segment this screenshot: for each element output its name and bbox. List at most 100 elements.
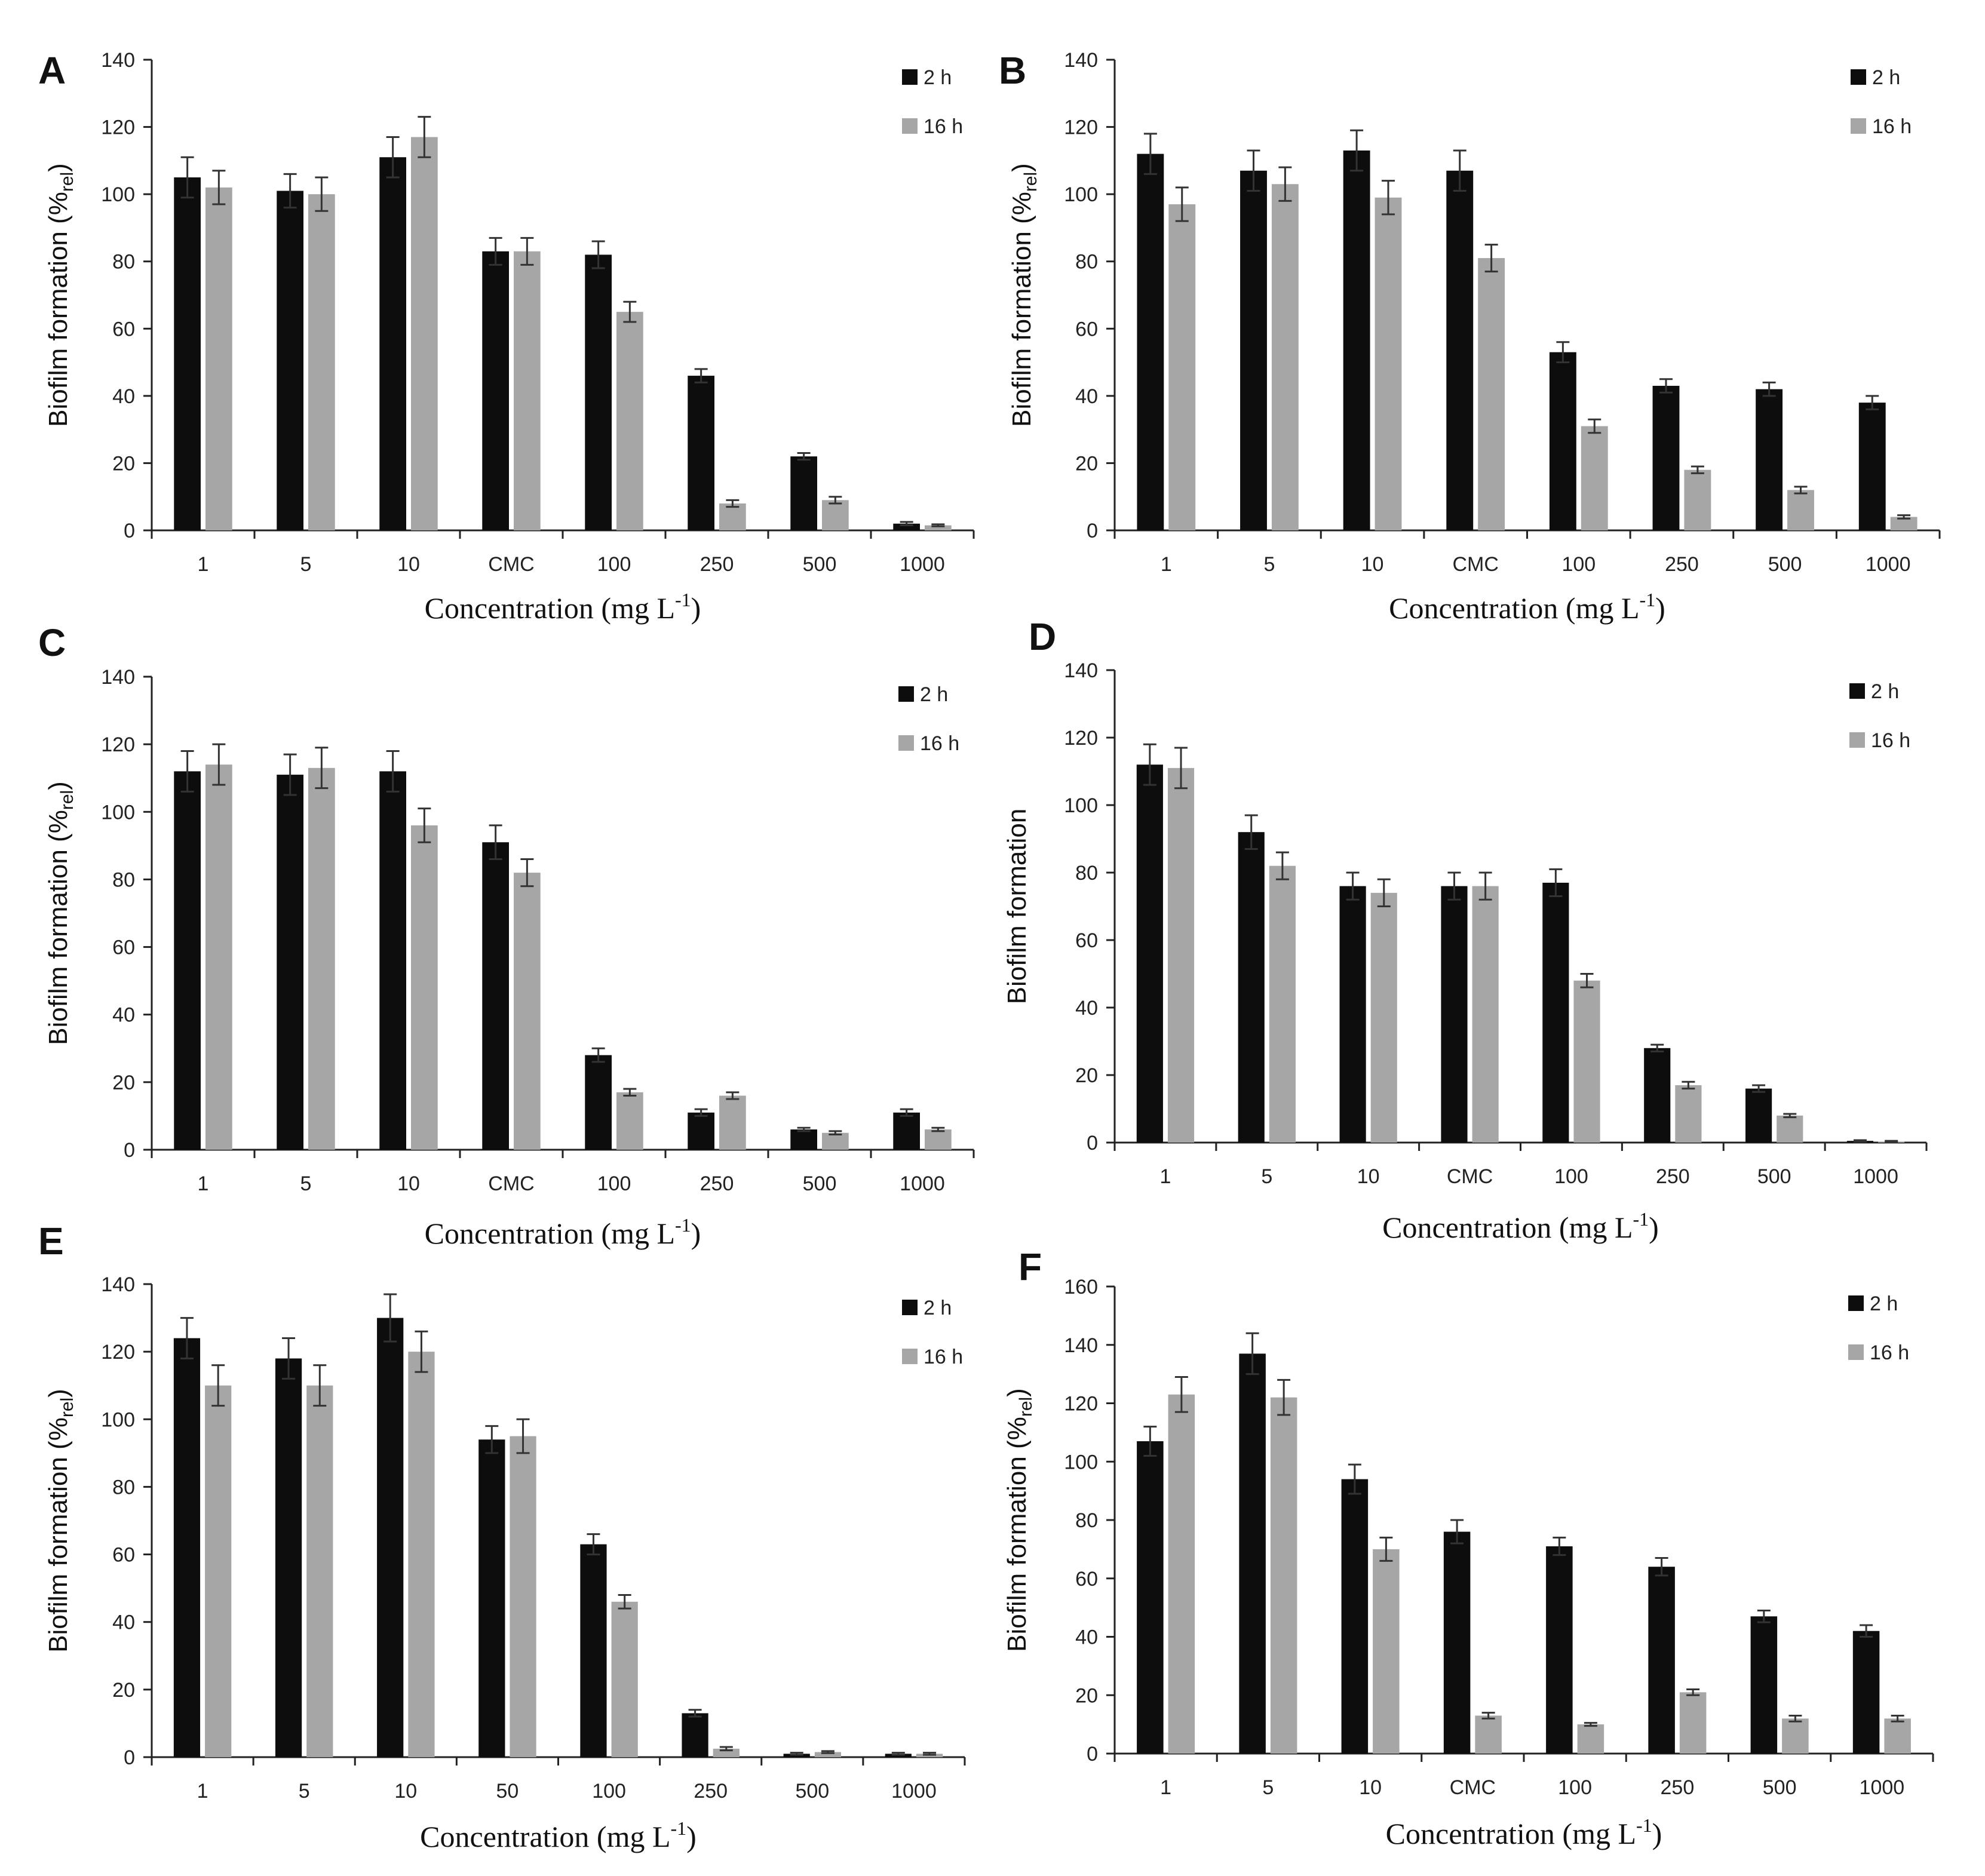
bar-16h xyxy=(1167,767,1195,1143)
bar-2h xyxy=(1858,403,1886,530)
bar-16h xyxy=(1370,892,1397,1143)
y-tick-label: 60 xyxy=(1075,929,1098,952)
y-tick-label: 120 xyxy=(1064,1393,1098,1416)
bar-2h xyxy=(1446,170,1474,530)
y-tick-label: 0 xyxy=(124,520,135,542)
bar-2h xyxy=(893,1112,920,1150)
y-tick-label: 60 xyxy=(112,937,135,959)
y-tick-label: 60 xyxy=(1075,318,1098,340)
bar-16h xyxy=(616,1092,643,1150)
bar-2h xyxy=(1750,1616,1778,1754)
bar-2h xyxy=(1549,352,1576,530)
bar-16h xyxy=(814,1752,842,1757)
bar-16h xyxy=(308,194,335,531)
x-tick-label: 1000 xyxy=(900,553,945,576)
bar-16h xyxy=(1375,197,1402,530)
bar-2h xyxy=(585,254,612,530)
y-tick-label: 0 xyxy=(1087,520,1098,542)
legend-swatch-16h xyxy=(1849,732,1865,748)
legend-label: 16 h xyxy=(1871,729,1910,752)
bar-2h xyxy=(1339,886,1366,1143)
bar-16h xyxy=(719,503,746,530)
legend-swatch-2h xyxy=(1849,683,1865,699)
bar-2h xyxy=(1441,886,1468,1143)
x-tick-label: 5 xyxy=(1262,1776,1274,1799)
bar-2h xyxy=(580,1544,607,1757)
bar-16h xyxy=(1684,469,1711,530)
y-tick-label: 20 xyxy=(112,1679,135,1702)
y-tick-label: 60 xyxy=(112,318,135,340)
x-axis-title: Concentration (mg L-1) xyxy=(425,589,701,625)
bar-16h xyxy=(411,825,438,1150)
x-tick-label: 5 xyxy=(299,1780,310,1803)
y-tick-label: 120 xyxy=(101,1341,135,1364)
y-tick-label: 100 xyxy=(101,1408,135,1431)
x-tick-label: 1 xyxy=(1161,553,1172,576)
legend-label: 2 h xyxy=(920,683,948,706)
bar-2h xyxy=(1644,1048,1671,1143)
x-axis-title: Concentration (mg L-1) xyxy=(425,1214,701,1250)
x-tick-label: CMC xyxy=(1450,1776,1496,1799)
legend-label: 2 h xyxy=(1872,66,1900,89)
bar-2h xyxy=(1137,1441,1164,1754)
y-tick-label: 100 xyxy=(1064,794,1098,817)
bar-16h xyxy=(1777,1115,1803,1143)
x-tick-label: CMC xyxy=(1452,553,1498,576)
bar-16h xyxy=(925,1129,952,1150)
x-tick-label: 100 xyxy=(597,1172,631,1195)
bar-2h xyxy=(682,1713,708,1757)
bar-16h xyxy=(205,1385,232,1757)
bar-2h xyxy=(1343,150,1370,530)
y-tick-label: 40 xyxy=(1075,385,1098,408)
x-tick-label: 1000 xyxy=(891,1780,937,1803)
bar-2h xyxy=(1136,764,1163,1143)
x-axis-title: Concentration (mg L-1) xyxy=(420,1817,697,1853)
bar-16h xyxy=(713,1748,740,1757)
x-tick-label: 10 xyxy=(397,1172,420,1195)
x-tick-label: 50 xyxy=(496,1780,519,1803)
bar-2h xyxy=(1756,389,1783,530)
bar-2h xyxy=(1852,1631,1880,1754)
bar-2h xyxy=(478,1439,505,1757)
bar-16h xyxy=(1472,886,1499,1143)
x-tick-label: 1 xyxy=(197,1780,208,1803)
x-tick-label: 1000 xyxy=(1853,1165,1898,1188)
bar-16h xyxy=(205,187,232,530)
panel-D: D 0 20 40 60 80 100 120 140 1 5 10 CMC 100 250 500 1000 2… xyxy=(1002,615,1928,1244)
panel-letter: C xyxy=(38,621,66,664)
panel-letter: B xyxy=(999,49,1026,92)
y-tick-label: 120 xyxy=(1064,727,1098,750)
x-tick-label: 500 xyxy=(803,1172,837,1195)
bar-2h xyxy=(1546,1546,1573,1754)
legend-label: 2 h xyxy=(924,1297,952,1319)
y-tick-label: 0 xyxy=(124,1746,135,1769)
y-tick-label: 100 xyxy=(1064,1451,1098,1473)
x-tick-label: 250 xyxy=(694,1780,728,1803)
y-tick-label: 140 xyxy=(1064,1334,1098,1357)
bar-2h xyxy=(688,1112,714,1150)
bar-16h xyxy=(1782,1718,1809,1754)
x-tick-label: 250 xyxy=(1665,553,1699,576)
bar-16h xyxy=(1478,258,1505,530)
y-tick-label: 140 xyxy=(101,666,135,689)
bar-2h xyxy=(482,842,509,1150)
x-tick-label: 1000 xyxy=(1860,1776,1905,1799)
y-tick-label: 80 xyxy=(1075,862,1098,885)
y-tick-label: 20 xyxy=(112,452,135,475)
legend-swatch-16h xyxy=(898,735,914,751)
x-tick-label: 500 xyxy=(1763,1776,1797,1799)
panel-E: E 0 20 40 60 80 100 120 140 1 5 10 50 100 250 500 1000 2 … xyxy=(38,1220,966,1853)
bar-16h xyxy=(205,764,232,1150)
bar-16h xyxy=(1679,1692,1707,1754)
x-tick-label: 100 xyxy=(1561,553,1596,576)
x-tick-label: 10 xyxy=(394,1780,417,1803)
bar-16h xyxy=(510,1436,536,1757)
bar-16h xyxy=(1168,204,1196,530)
x-tick-label: CMC xyxy=(1447,1165,1493,1188)
x-tick-label: 1 xyxy=(198,553,209,576)
x-tick-label: 10 xyxy=(397,553,420,576)
panel-F: F 0 20 40 60 80 100 120 140 160 1 5 10 CMC 100 250 500 10… xyxy=(1002,1245,1934,1850)
bar-2h xyxy=(1239,1353,1266,1754)
bar-2h xyxy=(1341,1479,1369,1754)
